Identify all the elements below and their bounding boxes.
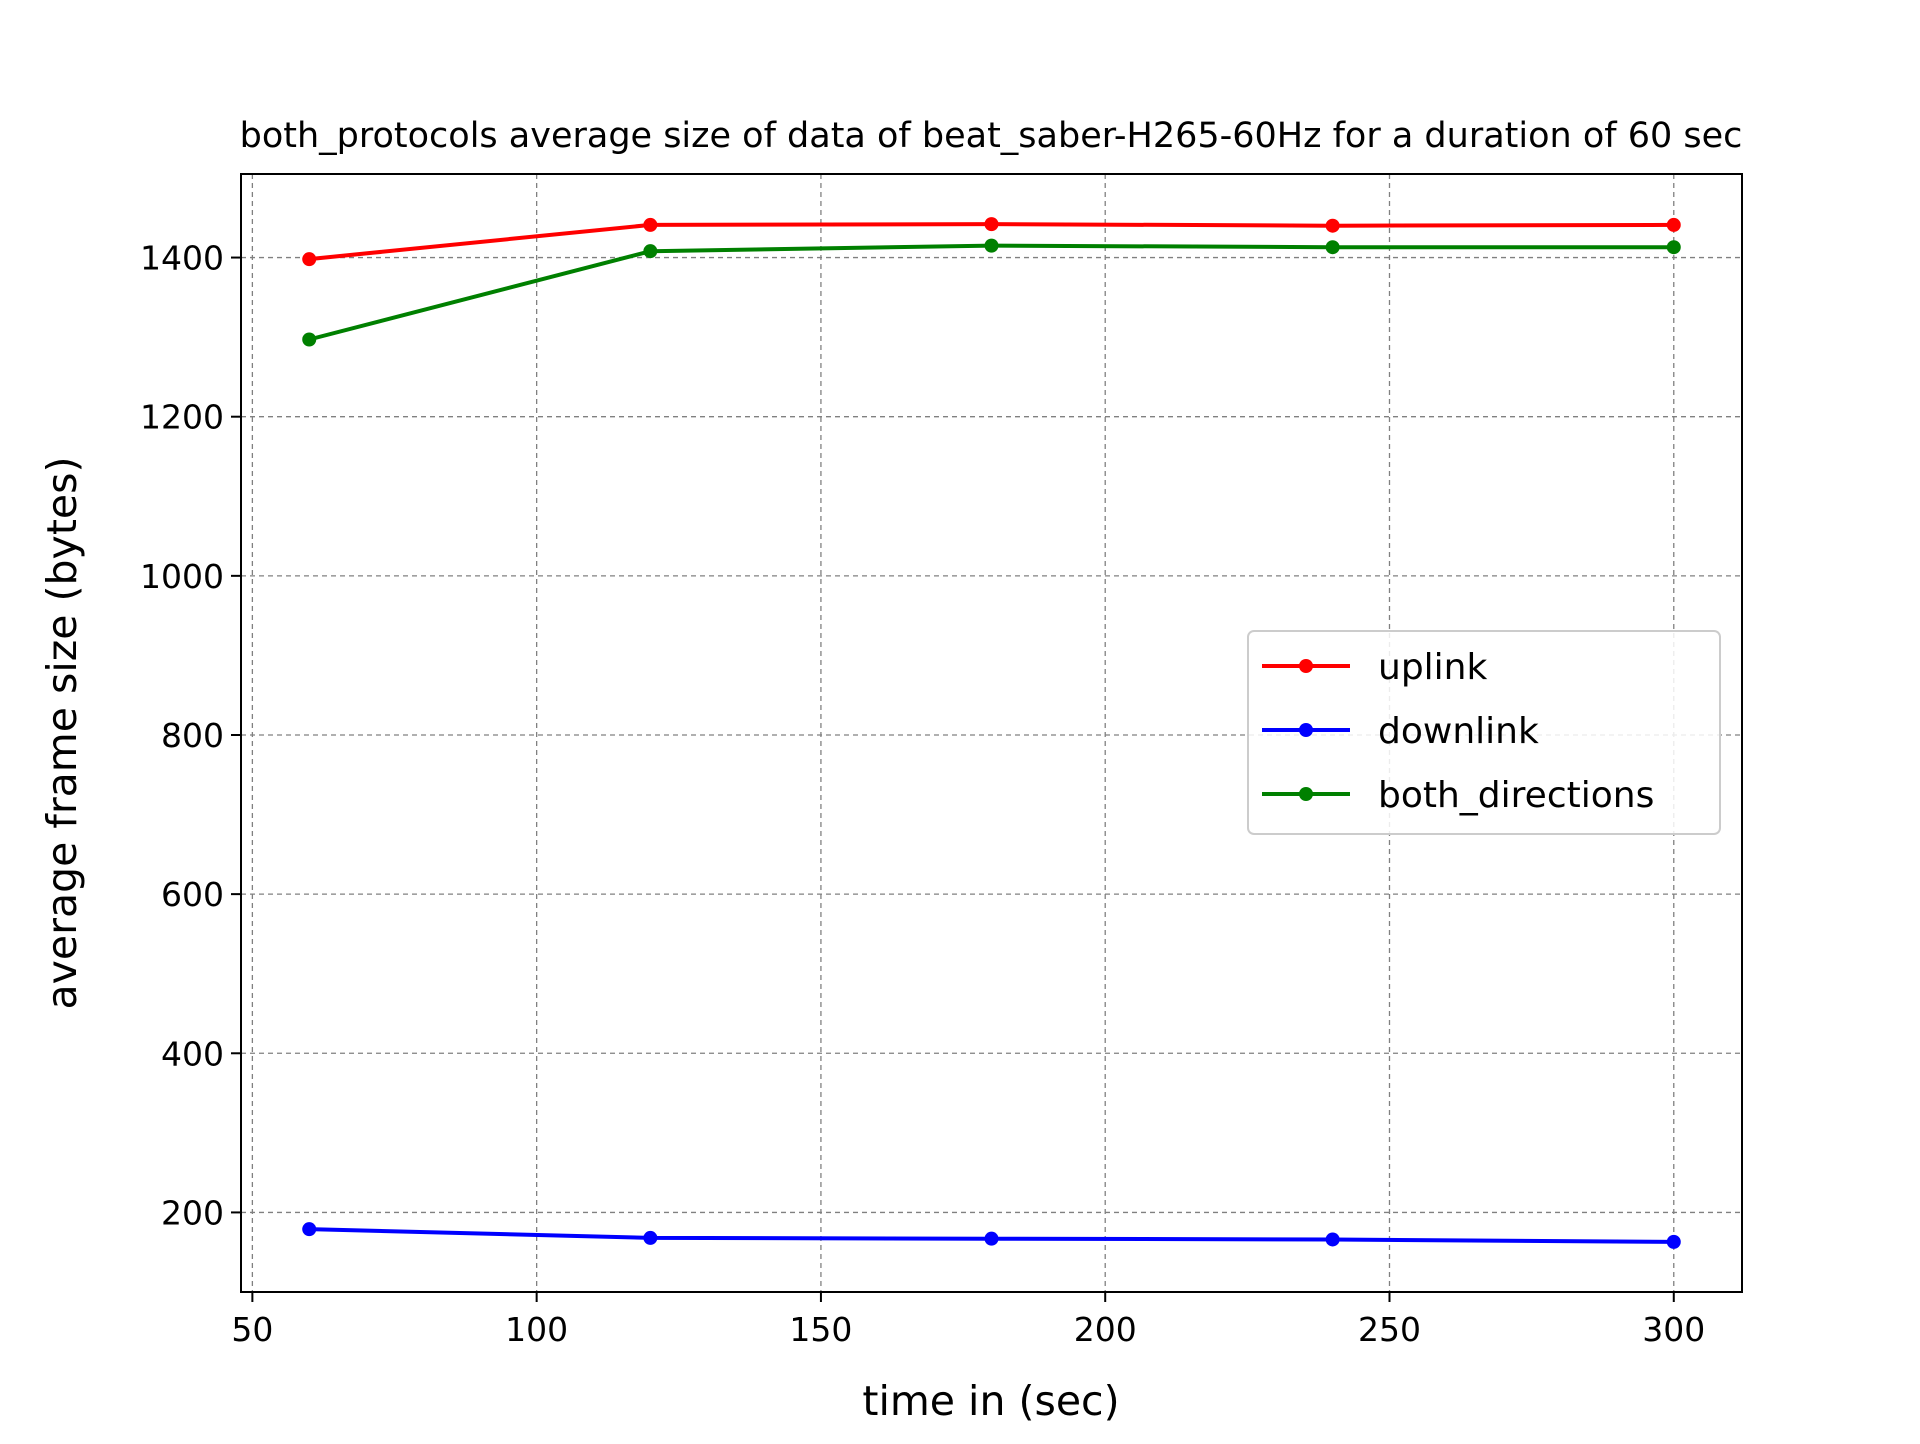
data-point-both_directions — [984, 238, 999, 253]
data-point-uplink — [1325, 218, 1340, 233]
y-tick-label: 200 — [161, 1193, 224, 1232]
y-tick-label: 600 — [161, 875, 224, 914]
data-point-uplink — [302, 252, 317, 267]
data-point-downlink — [984, 1231, 999, 1246]
y-tick-label: 400 — [161, 1034, 224, 1073]
legend-label: downlink — [1378, 711, 1539, 752]
data-point-both_directions — [1325, 240, 1340, 255]
x-tick-label: 200 — [1074, 1310, 1137, 1349]
legend-label: both_directions — [1378, 775, 1654, 816]
y-tick-label: 1000 — [140, 557, 224, 596]
legend-marker — [1299, 659, 1313, 673]
data-point-both_directions — [1666, 240, 1681, 255]
series-uplink — [302, 217, 1681, 267]
series-layer — [302, 217, 1681, 1249]
x-tick-label: 50 — [231, 1310, 273, 1349]
data-point-downlink — [1325, 1232, 1340, 1247]
data-point-both_directions — [643, 244, 658, 259]
x-tick-label: 150 — [789, 1310, 852, 1349]
y-tick-label: 1400 — [140, 239, 224, 278]
x-axis-title: time in (sec) — [862, 1377, 1119, 1425]
data-point-uplink — [984, 217, 999, 232]
x-tick-label: 100 — [505, 1310, 568, 1349]
axis-ticks: 50 100 150 200 250 300 200 400 600 800 1000 1200 140… — [140, 239, 1705, 1349]
y-tick-label: 800 — [161, 716, 224, 755]
grid-lines — [241, 174, 1742, 1292]
x-tick-label: 250 — [1358, 1310, 1421, 1349]
chart-title: both_protocols average size of data of b… — [240, 116, 1743, 156]
legend-marker — [1299, 787, 1313, 801]
data-point-uplink — [643, 217, 658, 232]
legend-entry-both_directions: both_directions — [1262, 775, 1654, 816]
series-downlink — [302, 1222, 1681, 1249]
data-point-downlink — [302, 1222, 317, 1237]
legend-entry-downlink: downlink — [1262, 711, 1539, 752]
plot-frame — [240, 173, 1743, 1293]
data-point-uplink — [1666, 217, 1681, 232]
legend-entry-uplink: uplink — [1262, 647, 1487, 688]
data-point-downlink — [1666, 1234, 1681, 1249]
data-point-downlink — [643, 1230, 658, 1245]
legend-label: uplink — [1378, 647, 1487, 688]
legend: uplink downlink both_directions — [1247, 630, 1721, 835]
data-point-both_directions — [302, 332, 317, 347]
legend-box — [1247, 630, 1721, 835]
legend-marker — [1299, 723, 1313, 737]
y-tick-label: 1200 — [140, 398, 224, 437]
series-both_directions — [302, 238, 1681, 347]
y-axis-title: average frame size (bytes) — [38, 457, 86, 1010]
x-tick-label: 300 — [1642, 1310, 1705, 1349]
